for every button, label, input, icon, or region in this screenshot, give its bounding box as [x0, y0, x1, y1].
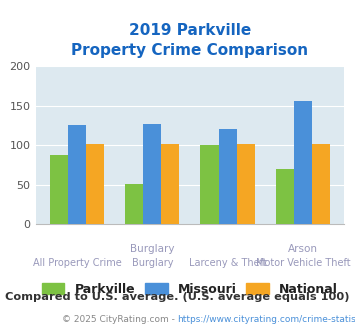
Bar [294, 101, 312, 224]
Bar [219, 129, 237, 224]
Text: Motor Vehicle Theft: Motor Vehicle Theft [256, 258, 350, 268]
Bar [237, 145, 255, 224]
Bar [68, 125, 86, 224]
Bar [201, 145, 219, 224]
Text: All Property Crime: All Property Crime [33, 258, 121, 268]
Legend: Parkville, Missouri, National: Parkville, Missouri, National [37, 278, 343, 301]
Text: Arson: Arson [288, 244, 318, 254]
Bar [50, 155, 68, 224]
Text: https://www.cityrating.com/crime-statistics/: https://www.cityrating.com/crime-statist… [178, 315, 355, 324]
Text: Burglary: Burglary [131, 258, 173, 268]
Bar [312, 145, 330, 224]
Bar [276, 169, 294, 224]
Text: © 2025 CityRating.com -: © 2025 CityRating.com - [62, 315, 178, 324]
Text: Burglary: Burglary [130, 244, 175, 254]
Bar [161, 145, 179, 224]
Bar [86, 145, 104, 224]
Bar [125, 184, 143, 224]
Bar [143, 124, 161, 224]
Title: 2019 Parkville
Property Crime Comparison: 2019 Parkville Property Crime Comparison [71, 23, 308, 58]
Text: Larceny & Theft: Larceny & Theft [189, 258, 267, 268]
Text: Compared to U.S. average. (U.S. average equals 100): Compared to U.S. average. (U.S. average … [5, 292, 350, 302]
